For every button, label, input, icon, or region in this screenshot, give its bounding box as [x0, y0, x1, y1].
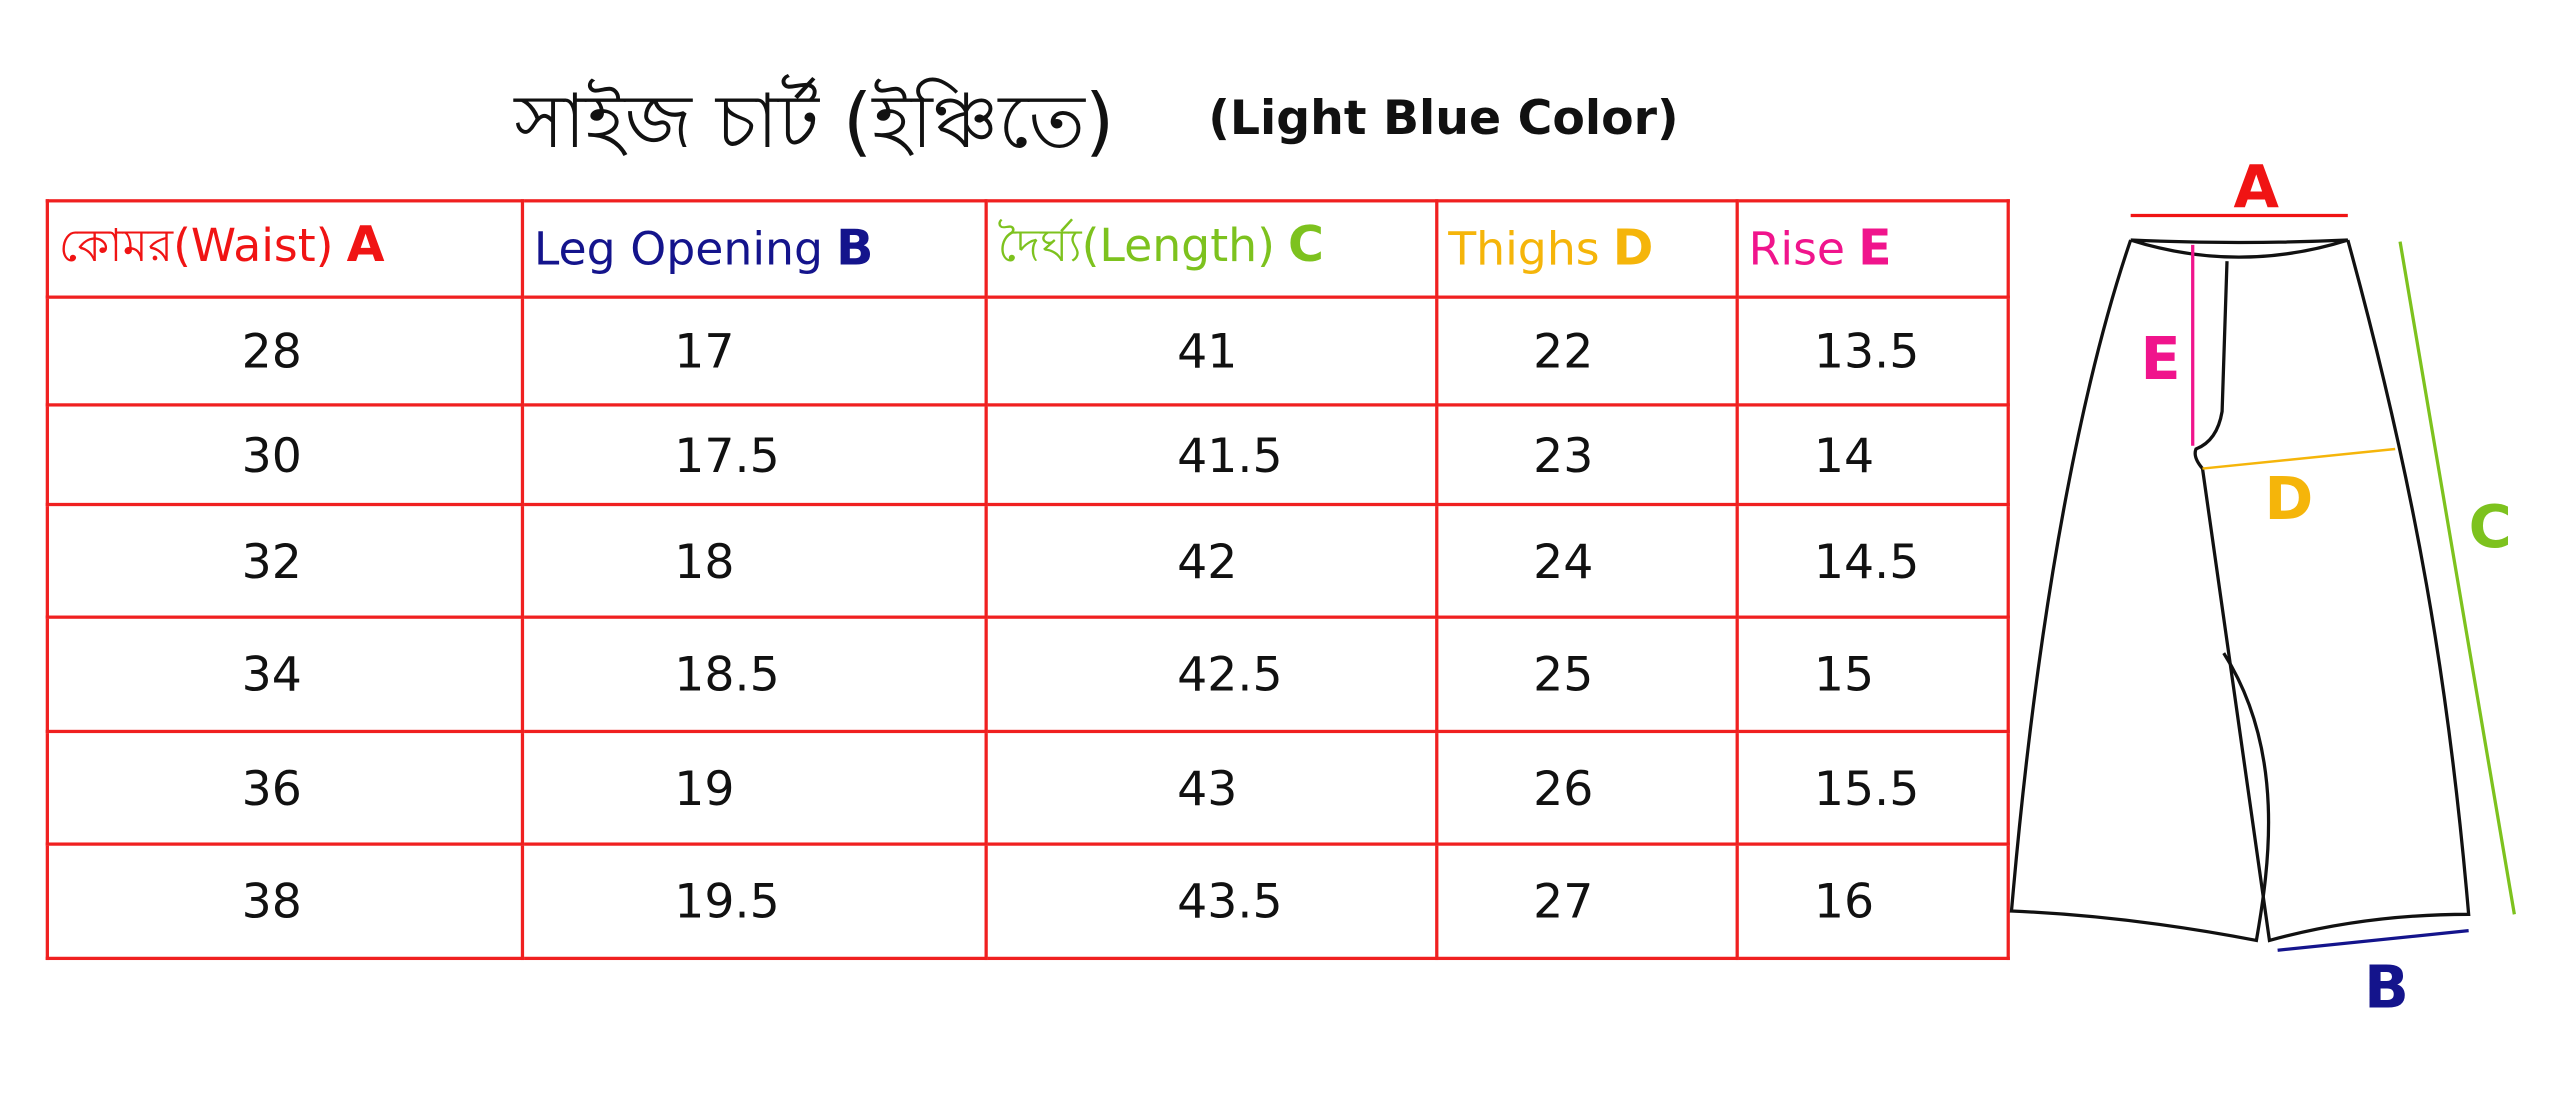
column-letter: E — [1858, 220, 1892, 278]
table-cell: 27 — [1435, 842, 1739, 961]
table-cell: 17 — [520, 295, 988, 407]
column-header: Rise E — [1735, 199, 2010, 299]
table-cell: 28 — [45, 295, 525, 407]
table-row: 36 19 43 26 15.5 — [45, 729, 2010, 846]
table-cell: 15 — [1735, 615, 2010, 734]
column-header: Thighs D — [1435, 199, 1739, 299]
table-cell: 18.5 — [520, 615, 988, 734]
table-cell: 18 — [520, 502, 988, 619]
table-cell: 43 — [984, 729, 1439, 846]
table-row: 32 18 42 24 14.5 — [45, 502, 2010, 619]
column-label: Rise — [1748, 222, 1846, 276]
column-header: কোমর(Waist) A — [45, 199, 525, 299]
table-cell: 41.5 — [984, 403, 1439, 507]
table-cell: 25 — [1435, 615, 1739, 734]
waistband — [2130, 238, 2349, 259]
table-cell: 14 — [1735, 403, 2010, 507]
thigh-measure-line — [2202, 447, 2396, 470]
column-label: কোমর(Waist) — [58, 218, 334, 273]
table-row: 30 17.5 41.5 23 14 — [45, 403, 2010, 507]
table-cell: 43.5 — [984, 842, 1439, 961]
label-b: B — [2364, 952, 2409, 1021]
table-cell: 36 — [45, 729, 525, 846]
table-cell: 38 — [45, 842, 525, 961]
table-cell: 17.5 — [520, 403, 988, 507]
table-cell: 14.5 — [1735, 502, 2010, 619]
label-a: A — [2234, 152, 2280, 221]
size-table: কোমর(Waist) A Leg Opening B দৈর্ঘ্য(Length) C… — [45, 199, 2010, 961]
table-header-row: কোমর(Waist) A Leg Opening B দৈর্ঘ্য(Length) C… — [45, 199, 2010, 299]
table-cell: 19.5 — [520, 842, 988, 961]
table-cell: 24 — [1435, 502, 1739, 619]
table-cell: 32 — [45, 502, 525, 619]
table-row: 34 18.5 42.5 25 15 — [45, 615, 2010, 734]
table-cell: 19 — [520, 729, 988, 846]
leg-opening-measure-line — [2277, 929, 2469, 952]
pants-outline — [2009, 239, 2271, 943]
table-cell: 30 — [45, 403, 525, 507]
column-header: দৈর্ঘ্য(Length) C — [984, 199, 1439, 299]
page-subtitle: (Light Blue Color) — [1208, 89, 1679, 146]
label-d: D — [2265, 464, 2314, 533]
table-cell: 34 — [45, 615, 525, 734]
table-cell: 42 — [984, 502, 1439, 619]
table-cell: 26 — [1435, 729, 1739, 846]
table-cell: 15.5 — [1735, 729, 2010, 846]
table-cell: 13.5 — [1735, 295, 2010, 407]
table-cell: 16 — [1735, 842, 2010, 961]
label-e: E — [2140, 324, 2180, 393]
pants-inner-leg — [2200, 239, 2471, 943]
column-letter: C — [1287, 217, 1324, 275]
table-row: 28 17 41 22 13.5 — [45, 295, 2010, 407]
column-letter: A — [346, 217, 385, 275]
page-title: সাইজ চার্ট (ইঞ্চিতে) — [514, 76, 1115, 165]
table-cell: 42.5 — [984, 615, 1439, 734]
column-label: Thighs — [1448, 222, 1600, 276]
column-letter: B — [836, 220, 874, 278]
table-cell: 41 — [984, 295, 1439, 407]
table-cell: 22 — [1435, 295, 1739, 407]
fly — [2193, 261, 2229, 470]
length-measure-line — [2398, 241, 2516, 915]
column-label: Leg Opening — [533, 222, 824, 276]
table-cell: 23 — [1435, 403, 1739, 507]
column-label: দৈর্ঘ্য(Length) — [997, 218, 1275, 273]
column-header: Leg Opening B — [520, 199, 988, 299]
table-row: 38 19.5 43.5 27 16 — [45, 842, 2010, 961]
label-c: C — [2469, 492, 2512, 561]
column-letter: D — [1612, 220, 1654, 278]
